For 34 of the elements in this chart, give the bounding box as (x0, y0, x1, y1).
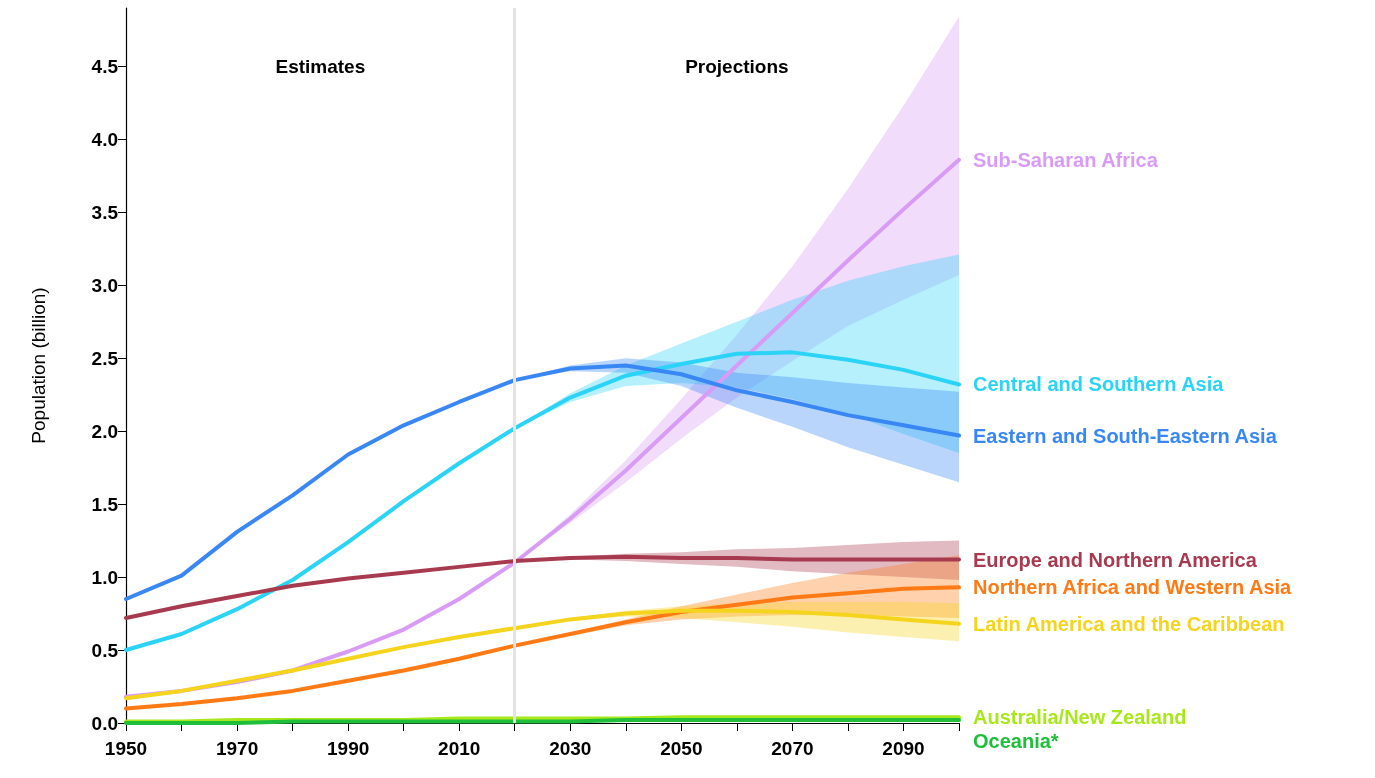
y-tick-label: 0.0 (91, 712, 118, 734)
y-tick-label: 1.5 (91, 493, 119, 515)
annotation: Projections (685, 55, 789, 77)
x-tick-label: 2090 (882, 738, 925, 759)
line-series (124, 608, 961, 701)
line-series (124, 585, 961, 711)
y-tick-label: 4.0 (91, 128, 118, 150)
annotation: Estimates (275, 55, 366, 77)
x-tick-label: 2070 (771, 738, 814, 759)
y-tick-label: 2.5 (91, 347, 119, 369)
series-label: Eastern and South-Eastern Asia (973, 424, 1278, 447)
series-label: Central and Southern Asia (973, 373, 1225, 396)
y-axis-title: Population (billion) (28, 287, 49, 444)
series-label: Europe and Northern America (973, 548, 1258, 571)
series-label: Northern Africa and Western Asia (973, 576, 1293, 599)
line-series (124, 350, 961, 653)
y-tick-label: 4.5 (91, 55, 119, 77)
series-label: Australia/New Zealand (973, 706, 1187, 729)
x-tick-label: 1990 (326, 738, 370, 759)
y-tick-label: 1.0 (91, 566, 118, 588)
series-label: Sub-Saharan Africa (973, 148, 1159, 171)
y-tick-label: 0.5 (91, 639, 119, 661)
x-tick-label: 1950 (104, 738, 148, 759)
x-tick-label: 2010 (438, 738, 481, 759)
x-tick-label: 1970 (215, 738, 259, 759)
line-series (124, 554, 961, 620)
x-tick-label: 2030 (549, 738, 592, 759)
y-tick-label: 2.0 (91, 420, 118, 442)
y-tick-label: 3.5 (91, 201, 119, 223)
series-label: Oceania* (973, 730, 1059, 753)
line-series (124, 363, 961, 601)
series-label: Latin America and the Caribbean (973, 612, 1285, 635)
x-tick-label: 2050 (660, 738, 703, 759)
y-tick-label: 3.0 (91, 274, 118, 296)
